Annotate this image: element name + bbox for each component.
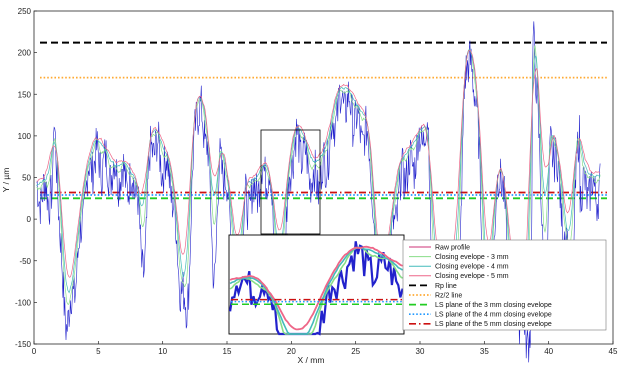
envelope-4mm-line: [36, 49, 601, 311]
x-tick-label: 35: [480, 347, 489, 356]
zoom-inset-lines: [229, 241, 404, 336]
zoom-source-box: [260, 129, 321, 235]
x-tick-label: 10: [158, 347, 167, 356]
y-tick-label: 100: [18, 132, 32, 141]
inset-line: [229, 245, 403, 331]
y-tick-label: 150: [18, 90, 32, 99]
legend-label: LS plane of the 5 mm closing evelope: [435, 321, 552, 328]
legend-label: LS plane of the 4 mm closing evelope: [435, 312, 552, 319]
x-tick-label: 25: [351, 347, 360, 356]
y-tick-label: -150: [15, 340, 32, 349]
y-axis-label: Y / µm: [1, 168, 11, 193]
zoom-inset: [228, 234, 405, 336]
x-axis-ticks: 0 5 10 15 20 25 30 35 40 45: [32, 341, 618, 356]
legend-label: LS plane of the 3 mm closing evelope: [435, 302, 552, 309]
legend-label: Closing evelope - 3 mm: [435, 254, 509, 261]
inset-line: [229, 241, 404, 336]
legend-label: Closing evelope - 5 mm: [435, 273, 509, 280]
profile-line: [36, 21, 601, 363]
legend-label: Rp line: [435, 283, 457, 290]
x-tick-label: 20: [287, 347, 296, 356]
y-axis-ticks: -150 -100 -50 0 50 100 150 200 250: [15, 7, 37, 349]
y-tick-label: 200: [18, 49, 32, 58]
legend-box: [402, 239, 607, 331]
y-tick-label: 50: [22, 174, 31, 183]
y-tick-label: -50: [19, 257, 31, 266]
envelope-3mm-line: [36, 45, 601, 319]
x-tick-label: 0: [32, 347, 37, 356]
inset-line: [229, 246, 404, 335]
legend: Raw profile Closing evelope - 3 mm Closing…: [402, 239, 607, 331]
envelope-5mm-line: [36, 49, 601, 299]
legend-label: Closing evelope - 4 mm: [435, 264, 509, 271]
legend-label: Rz/2 line: [435, 292, 462, 299]
inset-line: [229, 246, 404, 335]
y-tick-label: -100: [15, 298, 32, 307]
x-axis-label: X / mm: [298, 355, 325, 365]
y-tick-label: 0: [27, 215, 32, 224]
x-tick-label: 40: [544, 347, 553, 356]
legend-label: Raw profile: [435, 244, 470, 251]
y-tick-label: 250: [18, 7, 32, 16]
x-tick-label: 15: [223, 347, 232, 356]
x-tick-label: 45: [609, 347, 618, 356]
profile-lines: [36, 21, 601, 363]
x-tick-label: 5: [96, 347, 101, 356]
x-tick-label: 30: [416, 347, 425, 356]
